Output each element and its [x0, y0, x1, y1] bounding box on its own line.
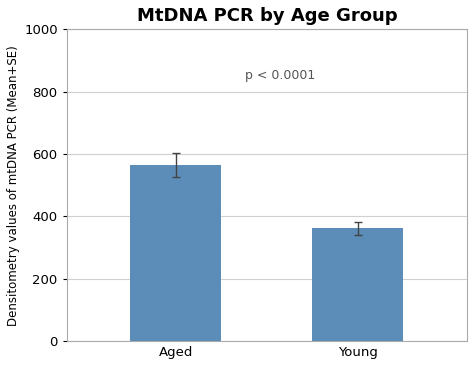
Title: MtDNA PCR by Age Group: MtDNA PCR by Age Group [137, 7, 397, 25]
Y-axis label: Densitometry values of mtDNA PCR (Mean+SE): Densitometry values of mtDNA PCR (Mean+S… [7, 45, 20, 326]
Bar [130, 165, 221, 341]
Bar [312, 228, 403, 341]
Text: p < 0.0001: p < 0.0001 [245, 69, 315, 82]
